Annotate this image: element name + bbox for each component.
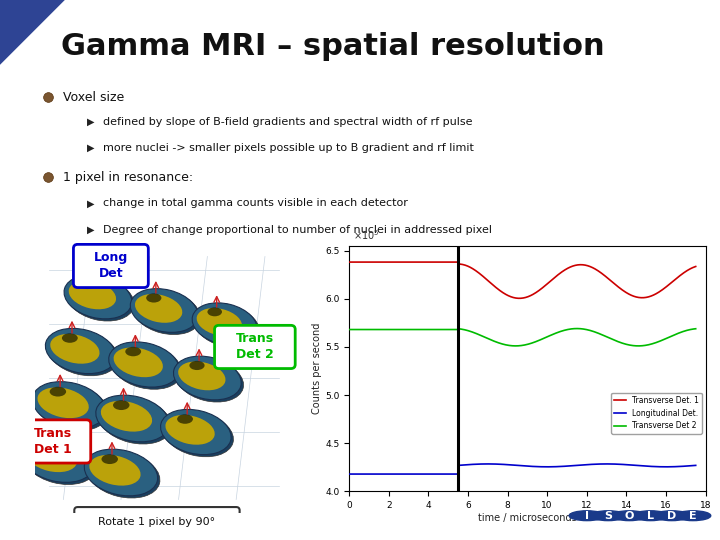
Ellipse shape (161, 409, 231, 455)
Ellipse shape (166, 415, 215, 445)
Ellipse shape (163, 411, 233, 457)
FancyBboxPatch shape (215, 325, 295, 368)
Ellipse shape (86, 451, 160, 498)
Ellipse shape (84, 449, 158, 496)
Ellipse shape (101, 401, 152, 431)
Ellipse shape (98, 397, 171, 444)
Text: Trans
Det 2: Trans Det 2 (236, 333, 274, 361)
Ellipse shape (146, 293, 161, 302)
Ellipse shape (194, 305, 259, 347)
Ellipse shape (102, 454, 118, 464)
Text: ▶: ▶ (87, 225, 94, 234)
Ellipse shape (114, 347, 163, 377)
Text: L: L (647, 511, 654, 521)
Ellipse shape (66, 277, 134, 321)
Ellipse shape (177, 414, 193, 424)
Ellipse shape (50, 334, 99, 364)
Text: ▶: ▶ (87, 143, 94, 153)
Ellipse shape (89, 455, 140, 485)
FancyBboxPatch shape (74, 507, 240, 537)
Text: defined by slope of B-field gradients and spectral width of rf pulse: defined by slope of B-field gradients an… (102, 117, 472, 127)
Ellipse shape (192, 303, 257, 345)
Ellipse shape (45, 328, 116, 374)
Ellipse shape (111, 344, 181, 389)
Ellipse shape (80, 280, 95, 289)
Ellipse shape (48, 330, 118, 376)
X-axis label: time / microseconds: time / microseconds (478, 513, 577, 523)
Circle shape (675, 511, 711, 521)
Ellipse shape (38, 441, 55, 450)
Polygon shape (0, 0, 65, 65)
Legend: Transverse Det. 1, Longitudinal Det., Transverse Det 2: Transverse Det. 1, Longitudinal Det., Tr… (611, 393, 702, 434)
Text: more nuclei -> smaller pixels possible up to B gradient and rf limit: more nuclei -> smaller pixels possible u… (102, 143, 474, 153)
Text: S: S (604, 511, 612, 521)
Ellipse shape (174, 356, 241, 400)
Circle shape (654, 511, 690, 521)
Text: D: D (667, 511, 676, 521)
Text: I: I (585, 511, 589, 521)
Ellipse shape (64, 275, 132, 319)
Text: 1 pixel in resonance:: 1 pixel in resonance: (63, 171, 194, 184)
Text: ▶: ▶ (87, 198, 94, 208)
FancyBboxPatch shape (73, 244, 148, 287)
Ellipse shape (21, 436, 94, 482)
Ellipse shape (23, 438, 96, 484)
Ellipse shape (178, 361, 225, 390)
Ellipse shape (132, 291, 200, 335)
FancyBboxPatch shape (16, 420, 91, 463)
Ellipse shape (176, 358, 243, 402)
Text: Degree of change proportional to number of nuclei in addressed pixel: Degree of change proportional to number … (102, 225, 492, 234)
Text: E: E (689, 511, 697, 521)
Text: Long
Det: Long Det (94, 252, 128, 280)
Text: Trans
Det 1: Trans Det 1 (35, 427, 72, 456)
Ellipse shape (197, 308, 242, 336)
Ellipse shape (68, 280, 116, 309)
Circle shape (569, 511, 605, 521)
Text: Voxel size: Voxel size (63, 91, 125, 104)
Ellipse shape (96, 395, 169, 442)
Circle shape (633, 511, 668, 521)
Y-axis label: Counts per second: Counts per second (312, 323, 323, 414)
Ellipse shape (109, 342, 179, 387)
Ellipse shape (130, 288, 198, 333)
Text: $\times10^5$: $\times10^5$ (353, 228, 379, 242)
Text: change in total gamma counts visible in each detector: change in total gamma counts visible in … (102, 198, 408, 208)
Ellipse shape (62, 333, 78, 343)
Ellipse shape (113, 400, 130, 410)
Ellipse shape (26, 441, 77, 472)
Ellipse shape (50, 387, 66, 396)
Text: ▶: ▶ (87, 117, 94, 127)
Text: O: O (625, 511, 634, 521)
Text: Gamma MRI – spatial resolution: Gamma MRI – spatial resolution (61, 32, 605, 61)
Ellipse shape (189, 361, 204, 370)
Ellipse shape (32, 382, 106, 428)
Ellipse shape (37, 387, 89, 418)
Ellipse shape (35, 384, 108, 430)
Ellipse shape (135, 294, 182, 323)
Ellipse shape (207, 307, 222, 316)
Ellipse shape (125, 347, 141, 356)
Circle shape (611, 511, 647, 521)
Text: Rotate 1 pixel by 90°: Rotate 1 pixel by 90° (99, 517, 215, 526)
Circle shape (590, 511, 626, 521)
